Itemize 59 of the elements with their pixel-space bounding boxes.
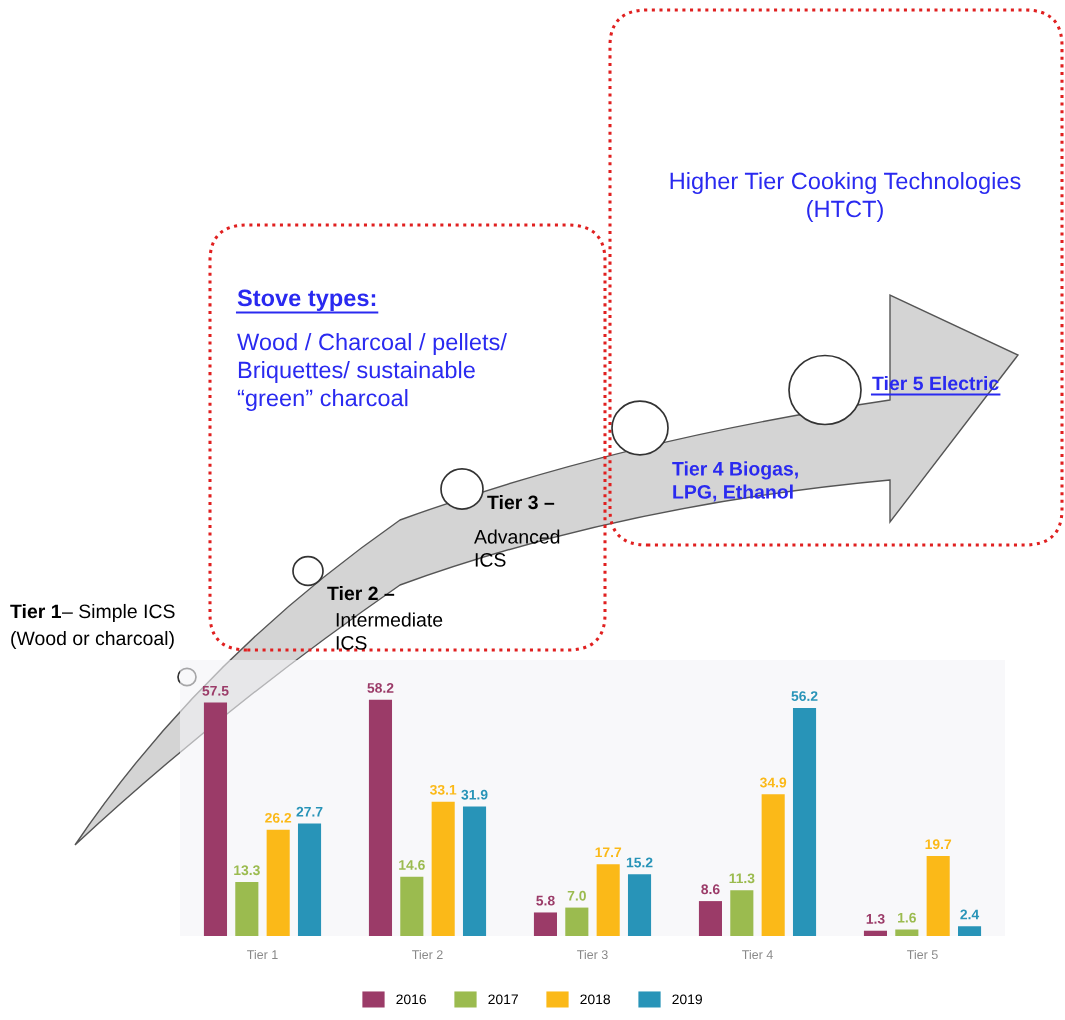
- bar: [792, 707, 817, 936]
- data-label: 15.2: [626, 857, 653, 868]
- data-label: 58.2: [367, 683, 394, 693]
- x-tick-label: Tier 3: [577, 949, 608, 960]
- bar: [368, 699, 393, 936]
- text: – Simple ICS: [62, 603, 175, 623]
- legend-label: 2018: [580, 994, 611, 1005]
- data-label: 31.9: [461, 789, 488, 800]
- bar: [698, 901, 723, 936]
- bar: [297, 823, 322, 936]
- text: Advanced ICS: [474, 529, 560, 567]
- data-label: 56.2: [791, 691, 818, 701]
- data-label: 14.6: [399, 859, 425, 870]
- data-label: 7.0: [567, 890, 586, 901]
- bar: [400, 876, 424, 936]
- bar: [627, 874, 652, 936]
- data-label: 11.3: [729, 873, 755, 884]
- data-label: 57.5: [202, 686, 229, 696]
- bar: [462, 806, 487, 936]
- x-tick-label: Tier 1: [247, 949, 278, 960]
- bar: [895, 929, 919, 936]
- bar: [235, 882, 259, 936]
- x-tick-label: Tier 2: [412, 949, 443, 960]
- x-tick-label: Tier 5: [907, 949, 938, 960]
- data-label: 17.7: [595, 847, 622, 858]
- data-label: 1.3: [866, 913, 885, 924]
- text: Higher Tier Cooking Technologies (HTCT): [670, 172, 1021, 222]
- data-label: 27.7: [296, 806, 323, 817]
- text: Tier 2 –: [327, 585, 395, 601]
- text: (Wood or charcoal): [11, 630, 174, 650]
- bar: [730, 890, 754, 936]
- bar: [203, 702, 228, 936]
- x-tick-label: Tier 4: [742, 949, 773, 960]
- legend-label: 2019: [672, 994, 702, 1005]
- data-label: 34.9: [759, 777, 787, 788]
- text: Tier 1: [10, 603, 61, 619]
- data-label: 33.1: [429, 784, 457, 795]
- data-label: 8.6: [701, 884, 720, 895]
- text: Wood / Charcoal / pellets/ Briquettes/ sustainable “green” charcoal: [237, 333, 507, 411]
- data-label: 26.2: [265, 812, 292, 823]
- data-label: 2.4: [960, 909, 980, 920]
- bar: [761, 794, 785, 936]
- data-label: 13.3: [234, 865, 260, 876]
- bar: [533, 912, 558, 936]
- text: Tier 4 Biogas, LPG, Ethanol: [672, 461, 798, 502]
- text: Tier 3 –: [487, 494, 555, 510]
- bar: [926, 856, 950, 936]
- bar: [431, 801, 455, 936]
- legend-label: 2016: [396, 994, 426, 1005]
- bar: [957, 926, 982, 936]
- data-label: 5.8: [536, 895, 555, 906]
- bar: [266, 829, 290, 936]
- bar: [596, 864, 620, 936]
- bar: [863, 930, 888, 936]
- data-label: 19.7: [925, 839, 952, 850]
- data-label: 1.6: [898, 912, 916, 923]
- bar: [565, 907, 589, 936]
- legend-label: 2017: [488, 994, 518, 1005]
- text: Stove types:: [237, 289, 376, 311]
